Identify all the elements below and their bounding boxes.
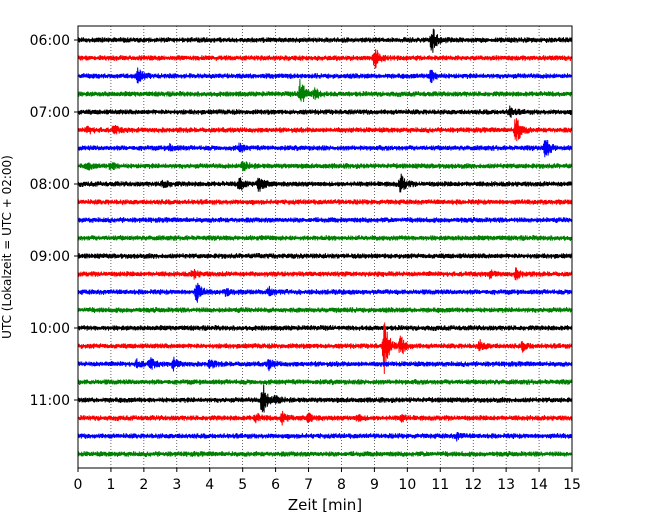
- x-tick-label: 15: [563, 477, 581, 493]
- trace-1145: [77, 451, 573, 458]
- y-tick-label: 08:00: [30, 177, 70, 193]
- trace-1115: [77, 410, 573, 426]
- y-tick-label: 10:00: [30, 321, 70, 337]
- x-tick-label: 6: [271, 477, 280, 493]
- trace-0730: [77, 139, 573, 158]
- trace-0700: [77, 105, 573, 118]
- y-axis-label: UTC (Lokalzeit = UTC + 02:00): [0, 155, 14, 339]
- x-tick-label: 4: [205, 477, 214, 493]
- x-tick-label: 13: [497, 477, 515, 493]
- x-tick-label: 11: [431, 477, 449, 493]
- trace-0630: [77, 67, 573, 84]
- x-tick-label: 12: [464, 477, 482, 493]
- x-tick-label: 9: [370, 477, 379, 493]
- y-tick-label: 06:00: [30, 33, 70, 49]
- trace-0915: [77, 267, 573, 281]
- x-tick-label: 10: [398, 477, 416, 493]
- x-axis-label: Zeit [min]: [288, 496, 362, 514]
- x-axis-ticks: 0 1 2 3 4 5 6 7 8 9 10 11 12 13 14 15: [74, 468, 581, 493]
- x-tick-label: 0: [74, 477, 83, 493]
- trace-1045: [77, 378, 573, 385]
- trace-0800: [77, 173, 573, 193]
- x-tick-label: 5: [238, 477, 247, 493]
- x-tick-label: 14: [530, 477, 548, 493]
- y-tick-label: 07:00: [30, 105, 70, 121]
- trace-0815: [77, 199, 573, 205]
- trace-0930: [77, 282, 573, 303]
- trace-0900: [77, 253, 573, 260]
- trace-1000: [77, 324, 573, 331]
- trace-0845: [77, 234, 573, 241]
- trace-1130: [77, 431, 573, 442]
- x-tick-label: 7: [304, 477, 313, 493]
- x-tick-label: 3: [172, 477, 181, 493]
- trace-0715: [77, 118, 573, 142]
- x-tick-label: 2: [139, 477, 148, 493]
- trace-1015: [77, 322, 573, 375]
- trace-0600: [77, 28, 573, 53]
- x-tick-label: 8: [337, 477, 346, 493]
- y-axis-ticks: 06:00 07:00 08:00 09:00 10:00 11:00: [30, 33, 78, 409]
- trace-0615: [77, 49, 573, 69]
- trace-0745: [77, 161, 573, 172]
- y-tick-label: 09:00: [30, 249, 70, 265]
- trace-0945: [77, 307, 573, 314]
- trace-0830: [77, 217, 573, 224]
- trace-0645: [77, 78, 573, 103]
- trace-series: [77, 28, 573, 458]
- trace-1100: [77, 384, 573, 413]
- y-tick-label: 11:00: [30, 393, 70, 409]
- plot-frame: [77, 25, 573, 469]
- x-tick-label: 1: [106, 477, 115, 493]
- trace-1030: [77, 356, 573, 372]
